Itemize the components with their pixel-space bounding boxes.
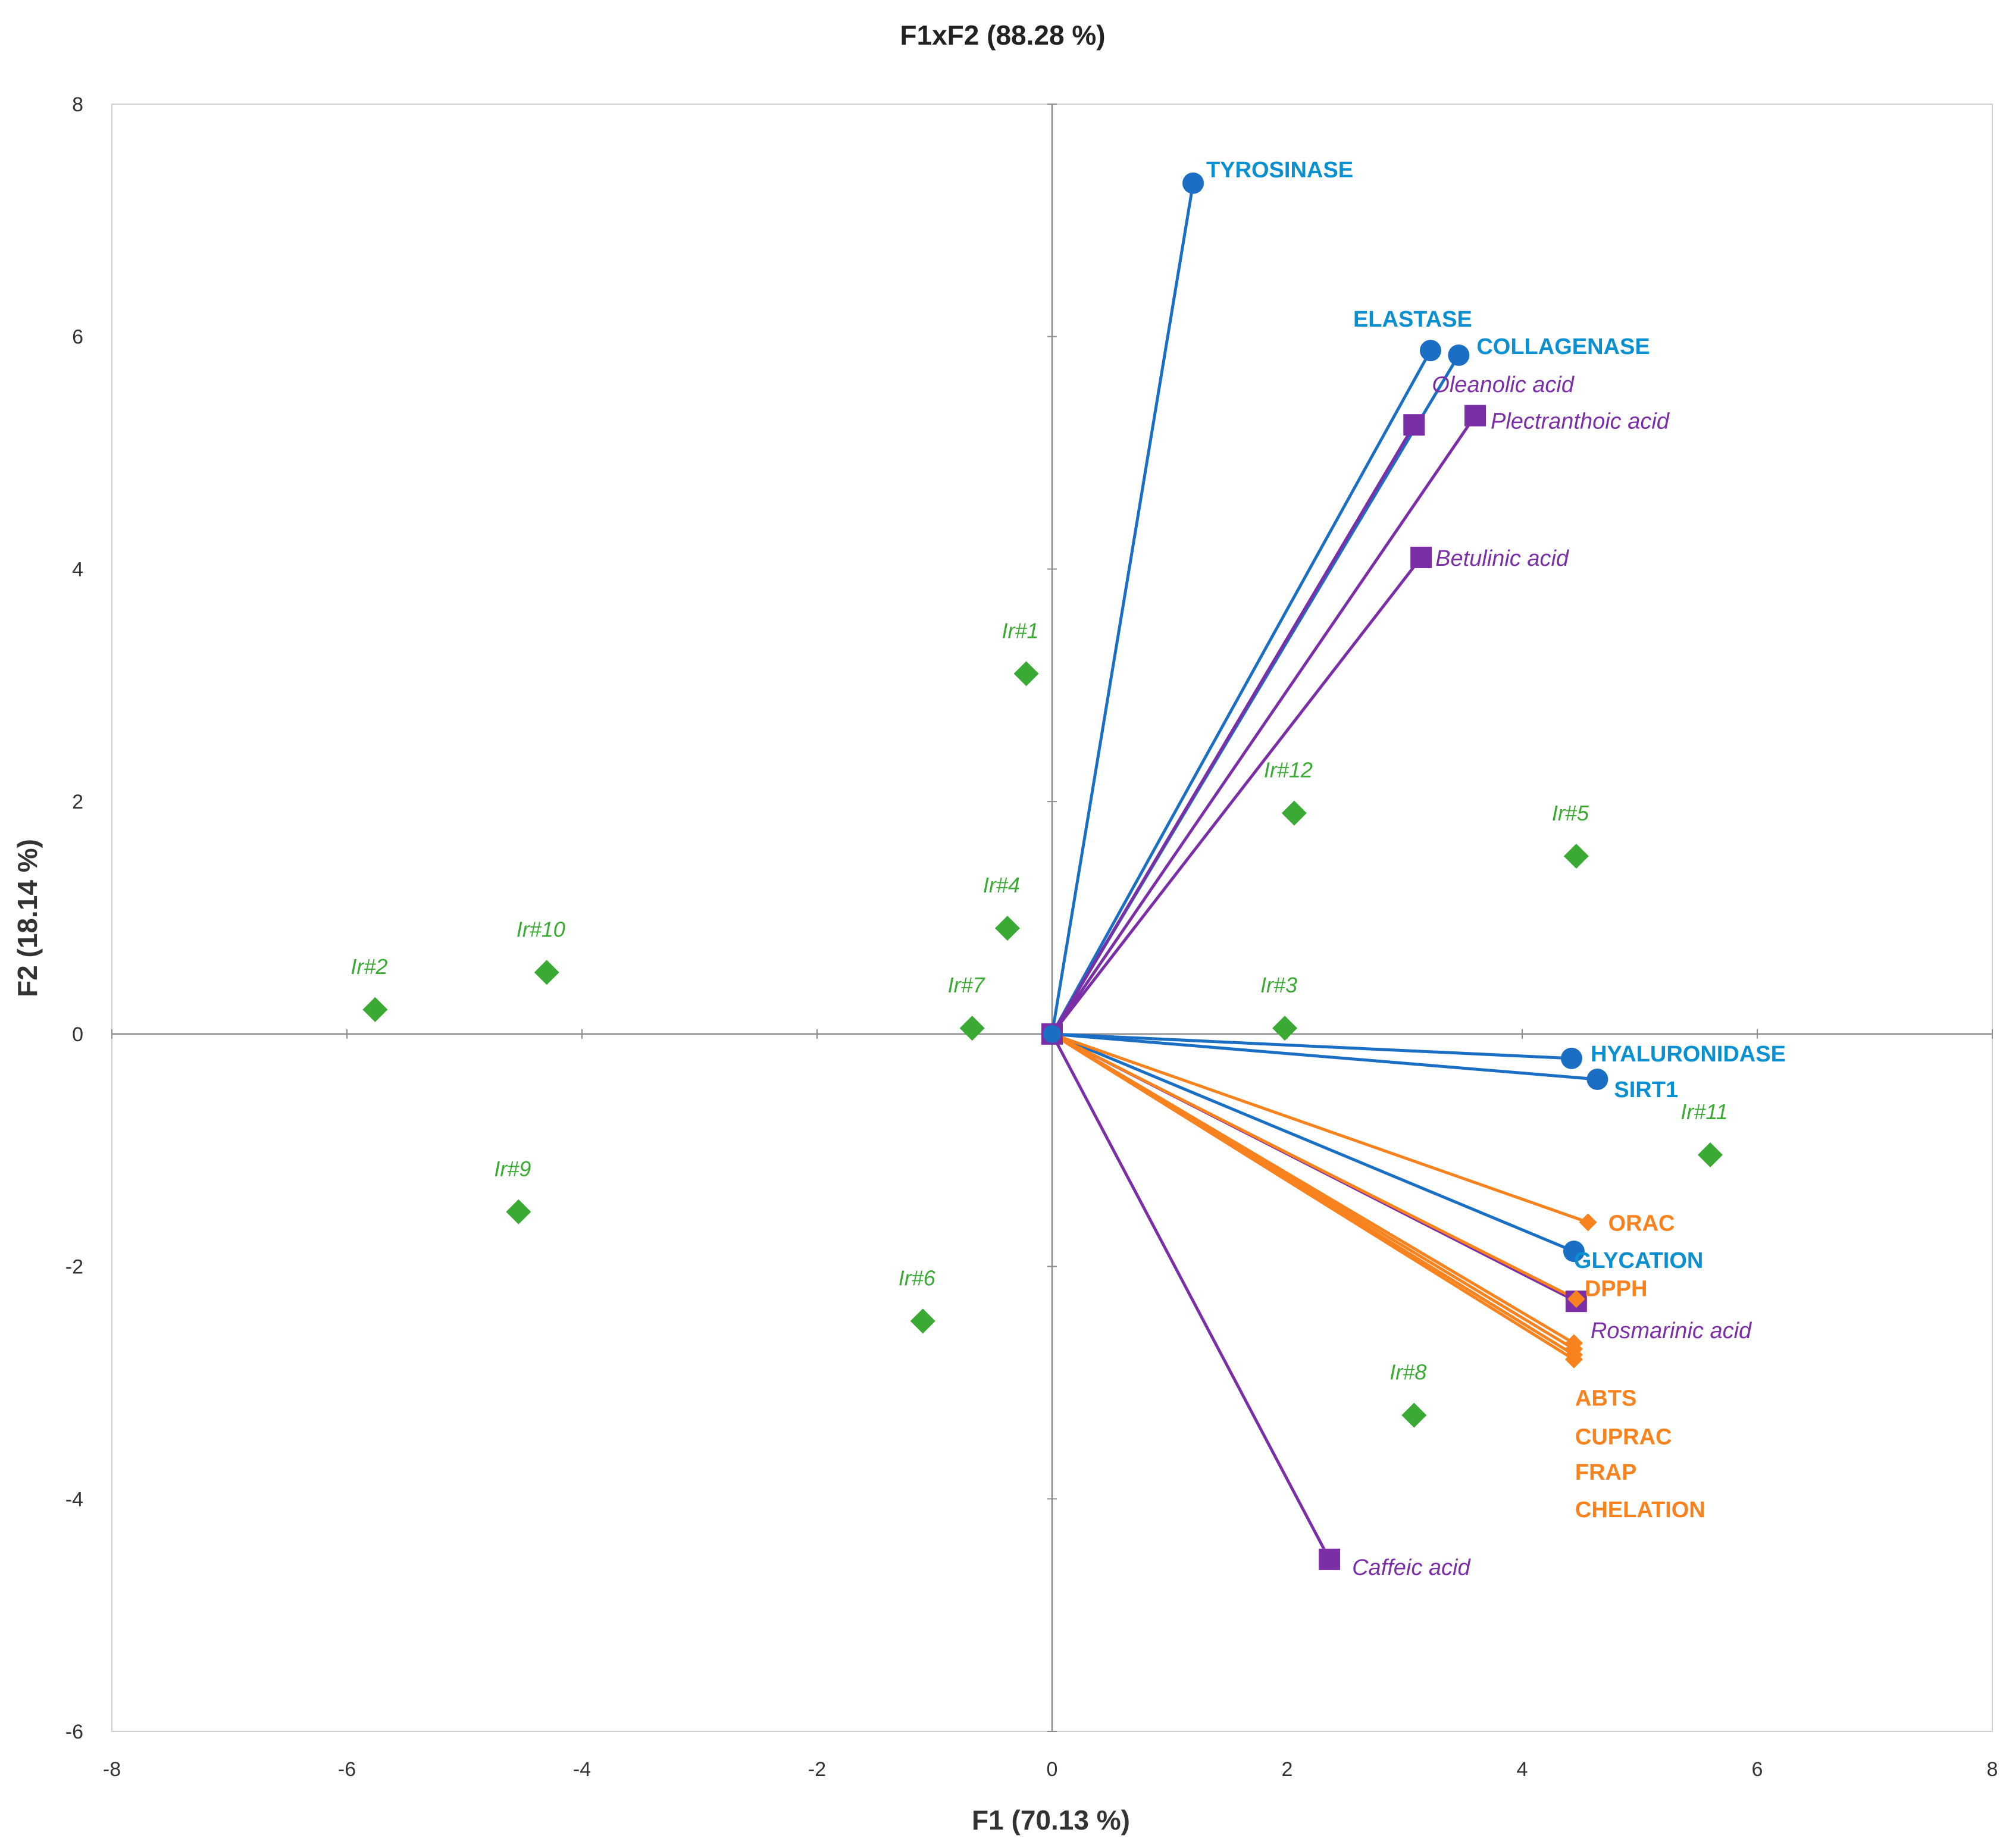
y-tick-label: -6 xyxy=(65,1721,83,1743)
x-tick-label: -4 xyxy=(573,1758,591,1781)
vector-label: Plectranthoic acid xyxy=(1491,409,1670,434)
vector-label: GLYCATION xyxy=(1574,1248,1703,1273)
sample-point-marker xyxy=(362,997,388,1022)
enzyme-point-marker xyxy=(1419,340,1441,362)
sample-point-marker xyxy=(506,1199,531,1224)
samples-layer xyxy=(362,661,1723,1428)
vector-label: SIRT1 xyxy=(1614,1078,1678,1102)
sample-point-marker xyxy=(1281,800,1307,826)
sample-label: Ir#7 xyxy=(948,973,986,997)
y-axis-title: F2 (18.14 %) xyxy=(12,839,43,997)
vectors-layer xyxy=(1041,172,1608,1570)
vector-line-compounds xyxy=(1050,424,1416,1035)
y-tick-label: -4 xyxy=(65,1488,83,1511)
sample-point-marker xyxy=(1013,661,1039,687)
sample-point-marker xyxy=(1698,1142,1723,1168)
vector-line-compounds xyxy=(1050,415,1477,1035)
x-tick-label: -2 xyxy=(808,1758,826,1781)
enzyme-point-marker xyxy=(1448,344,1470,366)
x-axis-title: F1 (70.13 %) xyxy=(972,1805,1130,1836)
y-tick-label: -2 xyxy=(65,1256,83,1279)
compound-point-marker xyxy=(1319,1548,1341,1570)
vector-label: Rosmarinic acid xyxy=(1591,1318,1752,1343)
y-tick-label: 6 xyxy=(72,326,83,349)
x-tick-label: 4 xyxy=(1517,1758,1528,1781)
sample-label: Ir#1 xyxy=(1002,618,1039,643)
vector-label: ELASTASE xyxy=(1353,307,1472,332)
vector-line-enzymes xyxy=(1050,183,1195,1035)
sample-point-marker xyxy=(1401,1402,1427,1428)
sample-point-marker xyxy=(959,1016,985,1041)
y-tick-label: 8 xyxy=(72,93,83,116)
vector-line-enzymes xyxy=(1051,1032,1598,1081)
y-tick-label: 0 xyxy=(72,1023,83,1046)
sample-label: Ir#4 xyxy=(983,873,1020,897)
vector-label: CHELATION xyxy=(1575,1498,1705,1523)
x-tick-label: -6 xyxy=(338,1758,356,1781)
sample-point-marker xyxy=(1563,843,1589,869)
origin-marker xyxy=(1043,1025,1061,1043)
compound-point-marker xyxy=(1464,405,1486,427)
vector-label: TYROSINASE xyxy=(1206,158,1353,183)
antioxidant-point-marker xyxy=(1567,1290,1585,1308)
vector-label: Caffeic acid xyxy=(1352,1555,1471,1580)
sample-point-marker xyxy=(534,960,559,985)
x-tick-label: 0 xyxy=(1047,1758,1058,1781)
compound-point-marker xyxy=(1410,546,1432,568)
sample-label: Ir#3 xyxy=(1260,973,1297,997)
vector-label: FRAP xyxy=(1575,1460,1636,1485)
vector-label: ORAC xyxy=(1608,1211,1675,1236)
sample-label: Ir#10 xyxy=(517,917,565,941)
vector-line-enzymes xyxy=(1051,1032,1575,1253)
vector-line-compounds xyxy=(1050,1033,1331,1561)
sample-label: Ir#5 xyxy=(1552,801,1589,825)
compound-point-marker xyxy=(1403,414,1425,436)
vector-label: COLLAGENASE xyxy=(1476,334,1650,359)
enzyme-point-marker xyxy=(1586,1069,1608,1091)
sample-point-marker xyxy=(994,916,1020,941)
enzyme-point-marker xyxy=(1563,1241,1585,1263)
vector-line-antioxidants xyxy=(1051,1032,1589,1224)
sample-label: Ir#12 xyxy=(1264,758,1313,782)
vector-line-antioxidants xyxy=(1051,1032,1575,1361)
sample-point-marker xyxy=(1272,1016,1298,1041)
vector-line-enzymes xyxy=(1050,349,1432,1035)
y-tick-label: 2 xyxy=(72,791,83,813)
enzyme-point-marker xyxy=(1182,172,1204,194)
antioxidant-point-marker xyxy=(1579,1213,1597,1232)
vector-line-enzymes xyxy=(1051,1032,1572,1060)
x-tick-label: 2 xyxy=(1282,1758,1293,1781)
x-tick-label: 6 xyxy=(1752,1758,1763,1781)
chart-title: F1xF2 (88.28 %) xyxy=(900,20,1105,51)
vector-label: HYALURONIDASE xyxy=(1591,1042,1786,1067)
vector-label: CUPRAC xyxy=(1575,1424,1672,1449)
sample-label: Ir#9 xyxy=(494,1157,531,1181)
sample-label: Ir#6 xyxy=(899,1266,936,1290)
vector-line-compounds xyxy=(1051,556,1423,1035)
sample-label: Ir#11 xyxy=(1680,1100,1728,1124)
vector-label: Oleanolic acid xyxy=(1432,372,1575,397)
sample-point-marker xyxy=(910,1308,935,1334)
vector-label: ABTS xyxy=(1575,1386,1636,1411)
vector-label: Betulinic acid xyxy=(1435,546,1570,571)
sample-label: Ir#2 xyxy=(350,954,387,979)
vector-label: DPPH xyxy=(1585,1276,1648,1301)
x-tick-label: 8 xyxy=(1987,1758,1998,1781)
antioxidant-point-marker xyxy=(1564,1350,1583,1368)
enzyme-point-marker xyxy=(1560,1047,1582,1069)
y-tick-label: 4 xyxy=(72,558,83,581)
sample-label: Ir#8 xyxy=(1390,1360,1426,1385)
vector-line-antioxidants xyxy=(1051,1032,1577,1301)
x-tick-label: -8 xyxy=(103,1758,121,1781)
